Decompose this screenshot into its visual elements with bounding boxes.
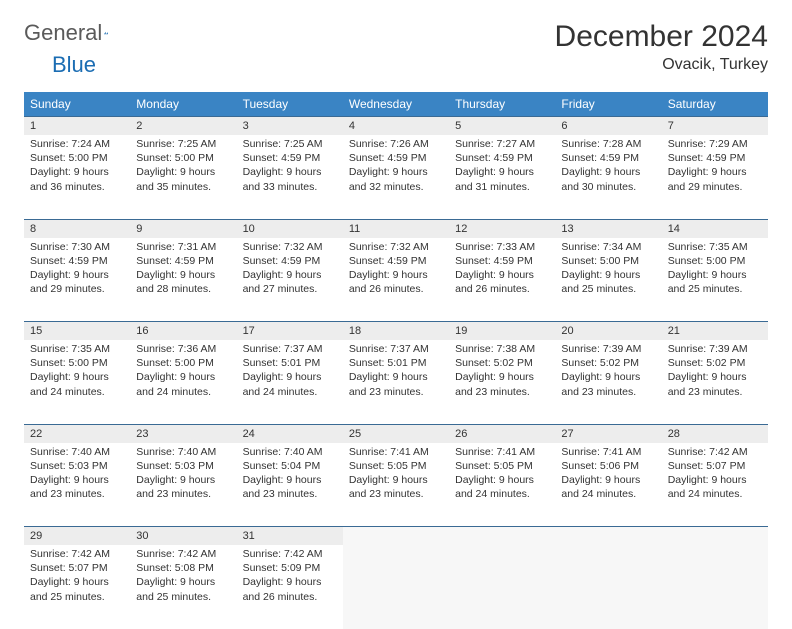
day-content-row: Sunrise: 7:24 AMSunset: 5:00 PMDaylight:… (24, 135, 768, 219)
day-number-row: 293031 (24, 527, 768, 546)
logo-word2: Blue (52, 52, 96, 77)
weekday-header: Thursday (449, 92, 555, 117)
day-number-cell: 15 (24, 322, 130, 341)
day-content-cell: Sunrise: 7:40 AMSunset: 5:04 PMDaylight:… (237, 443, 343, 527)
day-content-cell: Sunrise: 7:39 AMSunset: 5:02 PMDaylight:… (555, 340, 661, 424)
day-number-row: 15161718192021 (24, 322, 768, 341)
month-title: December 2024 (555, 20, 768, 54)
day-number-cell: 22 (24, 424, 130, 443)
day-content-cell: Sunrise: 7:41 AMSunset: 5:06 PMDaylight:… (555, 443, 661, 527)
day-number-cell: 7 (662, 117, 768, 136)
calendar-table: SundayMondayTuesdayWednesdayThursdayFrid… (24, 92, 768, 629)
day-content-cell: Sunrise: 7:32 AMSunset: 4:59 PMDaylight:… (237, 238, 343, 322)
day-number-cell: 26 (449, 424, 555, 443)
day-number-cell: 14 (662, 219, 768, 238)
day-number-cell: 30 (130, 527, 236, 546)
day-content-cell (555, 545, 661, 629)
day-content-cell: Sunrise: 7:30 AMSunset: 4:59 PMDaylight:… (24, 238, 130, 322)
weekday-header: Monday (130, 92, 236, 117)
day-content-row: Sunrise: 7:40 AMSunset: 5:03 PMDaylight:… (24, 443, 768, 527)
day-number-cell: 18 (343, 322, 449, 341)
day-number-cell: 17 (237, 322, 343, 341)
day-content-cell: Sunrise: 7:32 AMSunset: 4:59 PMDaylight:… (343, 238, 449, 322)
weekday-header-row: SundayMondayTuesdayWednesdayThursdayFrid… (24, 92, 768, 117)
weekday-header: Tuesday (237, 92, 343, 117)
day-content-cell: Sunrise: 7:31 AMSunset: 4:59 PMDaylight:… (130, 238, 236, 322)
day-content-cell: Sunrise: 7:37 AMSunset: 5:01 PMDaylight:… (343, 340, 449, 424)
day-number-cell: 29 (24, 527, 130, 546)
day-number-cell: 4 (343, 117, 449, 136)
day-content-cell (662, 545, 768, 629)
day-content-cell: Sunrise: 7:42 AMSunset: 5:08 PMDaylight:… (130, 545, 236, 629)
day-number-cell: 27 (555, 424, 661, 443)
day-content-cell: Sunrise: 7:42 AMSunset: 5:07 PMDaylight:… (24, 545, 130, 629)
day-content-cell: Sunrise: 7:37 AMSunset: 5:01 PMDaylight:… (237, 340, 343, 424)
day-content-cell: Sunrise: 7:29 AMSunset: 4:59 PMDaylight:… (662, 135, 768, 219)
day-content-cell: Sunrise: 7:26 AMSunset: 4:59 PMDaylight:… (343, 135, 449, 219)
day-content-row: Sunrise: 7:30 AMSunset: 4:59 PMDaylight:… (24, 238, 768, 322)
day-content-cell: Sunrise: 7:41 AMSunset: 5:05 PMDaylight:… (449, 443, 555, 527)
day-number-cell: 16 (130, 322, 236, 341)
day-content-cell: Sunrise: 7:28 AMSunset: 4:59 PMDaylight:… (555, 135, 661, 219)
logo-word1: General (24, 20, 102, 46)
day-number-row: 1234567 (24, 117, 768, 136)
logo-sail-icon (104, 26, 108, 40)
day-number-cell: 21 (662, 322, 768, 341)
day-number-cell (449, 527, 555, 546)
day-number-row: 891011121314 (24, 219, 768, 238)
weekday-header: Sunday (24, 92, 130, 117)
day-content-cell: Sunrise: 7:35 AMSunset: 5:00 PMDaylight:… (24, 340, 130, 424)
day-number-cell: 12 (449, 219, 555, 238)
day-number-cell (555, 527, 661, 546)
day-number-row: 22232425262728 (24, 424, 768, 443)
day-number-cell: 5 (449, 117, 555, 136)
weekday-header: Friday (555, 92, 661, 117)
day-content-row: Sunrise: 7:35 AMSunset: 5:00 PMDaylight:… (24, 340, 768, 424)
day-number-cell: 20 (555, 322, 661, 341)
day-number-cell: 1 (24, 117, 130, 136)
location: Ovacik, Turkey (555, 56, 768, 74)
weekday-header: Wednesday (343, 92, 449, 117)
day-number-cell: 23 (130, 424, 236, 443)
day-content-cell: Sunrise: 7:38 AMSunset: 5:02 PMDaylight:… (449, 340, 555, 424)
day-number-cell: 10 (237, 219, 343, 238)
day-number-cell (662, 527, 768, 546)
day-number-cell: 8 (24, 219, 130, 238)
day-number-cell (343, 527, 449, 546)
day-content-cell: Sunrise: 7:42 AMSunset: 5:07 PMDaylight:… (662, 443, 768, 527)
day-number-cell: 19 (449, 322, 555, 341)
day-content-row: Sunrise: 7:42 AMSunset: 5:07 PMDaylight:… (24, 545, 768, 629)
day-content-cell (449, 545, 555, 629)
day-content-cell: Sunrise: 7:36 AMSunset: 5:00 PMDaylight:… (130, 340, 236, 424)
day-number-cell: 28 (662, 424, 768, 443)
day-content-cell: Sunrise: 7:24 AMSunset: 5:00 PMDaylight:… (24, 135, 130, 219)
day-number-cell: 24 (237, 424, 343, 443)
day-content-cell: Sunrise: 7:42 AMSunset: 5:09 PMDaylight:… (237, 545, 343, 629)
day-content-cell: Sunrise: 7:40 AMSunset: 5:03 PMDaylight:… (130, 443, 236, 527)
day-number-cell: 31 (237, 527, 343, 546)
day-content-cell: Sunrise: 7:25 AMSunset: 4:59 PMDaylight:… (237, 135, 343, 219)
day-number-cell: 9 (130, 219, 236, 238)
day-content-cell: Sunrise: 7:35 AMSunset: 5:00 PMDaylight:… (662, 238, 768, 322)
day-content-cell: Sunrise: 7:34 AMSunset: 5:00 PMDaylight:… (555, 238, 661, 322)
day-content-cell: Sunrise: 7:25 AMSunset: 5:00 PMDaylight:… (130, 135, 236, 219)
day-number-cell: 13 (555, 219, 661, 238)
day-number-cell: 25 (343, 424, 449, 443)
day-content-cell: Sunrise: 7:41 AMSunset: 5:05 PMDaylight:… (343, 443, 449, 527)
day-number-cell: 11 (343, 219, 449, 238)
title-block: December 2024 Ovacik, Turkey (555, 20, 768, 74)
logo: General (24, 20, 128, 46)
day-content-cell: Sunrise: 7:27 AMSunset: 4:59 PMDaylight:… (449, 135, 555, 219)
day-content-cell: Sunrise: 7:39 AMSunset: 5:02 PMDaylight:… (662, 340, 768, 424)
day-number-cell: 6 (555, 117, 661, 136)
day-content-cell: Sunrise: 7:40 AMSunset: 5:03 PMDaylight:… (24, 443, 130, 527)
day-content-cell: Sunrise: 7:33 AMSunset: 4:59 PMDaylight:… (449, 238, 555, 322)
day-number-cell: 2 (130, 117, 236, 136)
day-content-cell (343, 545, 449, 629)
weekday-header: Saturday (662, 92, 768, 117)
day-number-cell: 3 (237, 117, 343, 136)
